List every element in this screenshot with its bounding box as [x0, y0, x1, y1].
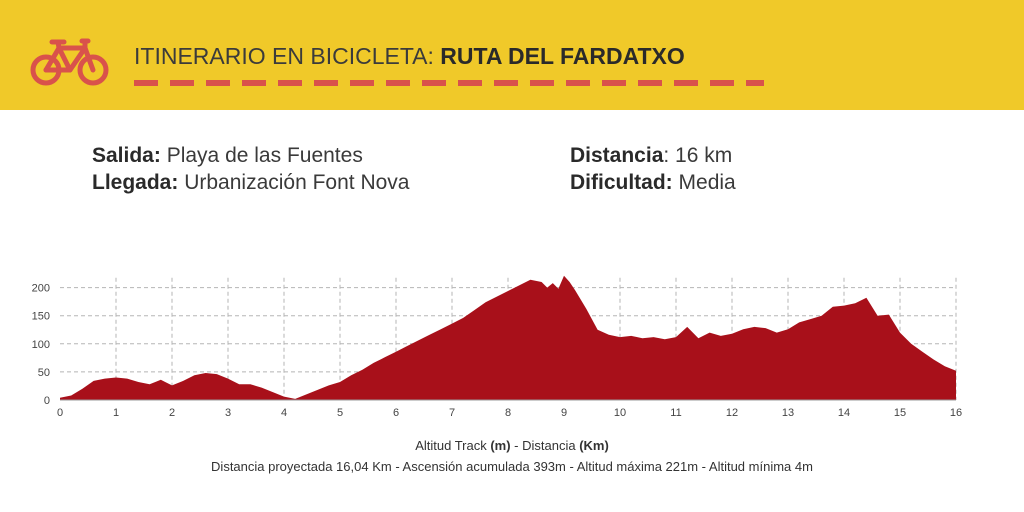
bicycle-icon [30, 38, 109, 86]
x-tick-label: 14 [838, 407, 850, 419]
dificultad-row: Dificultad: Media [570, 169, 736, 196]
x-tick-label: 6 [393, 407, 399, 419]
distance-difficulty-info: Distancia: 16 km Dificultad: Media [570, 142, 736, 196]
salida-value: Playa de las Fuentes [166, 144, 363, 167]
x-tick-label: 15 [894, 407, 906, 419]
llegada-row: Llegada: Urbanización Font Nova [92, 169, 409, 196]
route-title: ITINERARIO EN BICICLETA: RUTA DEL FARDAT… [134, 43, 685, 70]
x-tick-label: 9 [561, 407, 567, 419]
y-tick-label: 0 [44, 395, 50, 407]
caption-distance-unit: (Km) [579, 438, 609, 453]
caption-distance: - Distancia [510, 438, 580, 453]
x-tick-label: 16 [950, 407, 962, 419]
y-tick-label: 200 [32, 283, 50, 295]
y-tick-label: 100 [32, 339, 50, 351]
distancia-value: : 16 km [663, 144, 733, 167]
x-tick-label: 11 [670, 407, 681, 419]
x-tick-label: 12 [726, 407, 738, 419]
x-tick-label: 10 [614, 407, 626, 419]
caption-altitude: Altitud Track [415, 438, 491, 453]
title-prefix: ITINERARIO EN BICICLETA: [134, 43, 434, 69]
caption-altitude-unit: (m) [490, 438, 511, 453]
y-tick-label: 150 [32, 311, 50, 323]
start-end-info: Salida: Playa de las Fuentes Llegada: Ur… [92, 142, 409, 196]
distancia-label: Distancia [570, 144, 664, 167]
x-tick-label: 4 [281, 407, 287, 419]
distancia-row: Distancia: 16 km [570, 142, 736, 169]
salida-label: Salida: [92, 144, 161, 167]
x-tick-label: 3 [225, 407, 231, 419]
x-tick-label: 0 [57, 407, 63, 419]
y-tick-label: 50 [38, 367, 50, 379]
dificultad-value: Media [678, 171, 736, 194]
dificultad-label: Dificultad: [570, 171, 673, 194]
x-tick-label: 1 [113, 407, 119, 419]
header-banner: ITINERARIO EN BICICLETA: RUTA DEL FARDAT… [0, 0, 1024, 110]
x-tick-label: 13 [782, 407, 794, 419]
x-tick-label: 2 [169, 407, 175, 419]
x-tick-label: 5 [337, 407, 343, 419]
salida-row: Salida: Playa de las Fuentes [92, 142, 409, 169]
dashed-divider [134, 80, 764, 86]
route-stats-caption: Distancia proyectada 16,04 Km - Ascensió… [211, 459, 813, 474]
elevation-area [60, 275, 956, 400]
llegada-label: Llegada: [92, 171, 179, 194]
route-name: RUTA DEL FARDATXO [440, 43, 685, 69]
x-tick-label: 7 [449, 407, 455, 419]
x-tick-label: 8 [505, 407, 511, 419]
llegada-value: Urbanización Font Nova [184, 171, 410, 194]
chart-axis-caption: Altitud Track (m) - Distancia (Km) [0, 438, 1024, 453]
